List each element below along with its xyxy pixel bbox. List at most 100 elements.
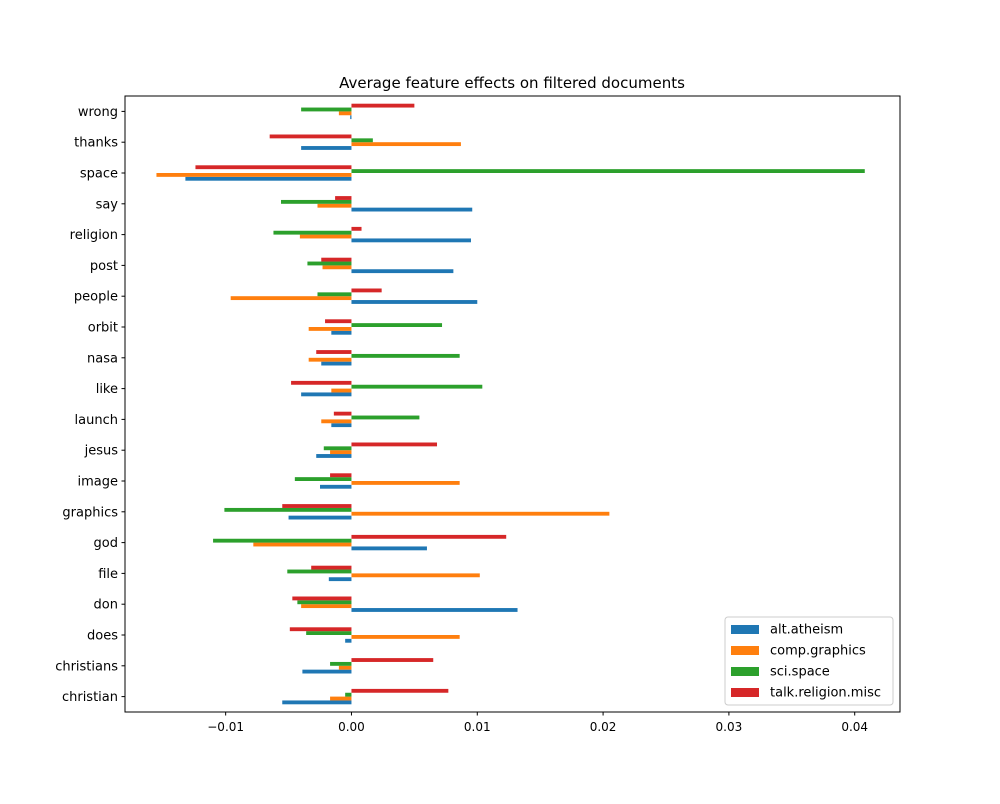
bar-alt-atheism-post (351, 269, 454, 274)
y-tick-label: post (90, 259, 118, 274)
bar-sci-space-image (294, 477, 352, 481)
y-tick-label: thanks (74, 136, 118, 151)
bar-sci-space-religion (273, 230, 352, 235)
bar-talk-religion-misc-thanks (269, 134, 352, 139)
bar-sci-space-orbit (351, 323, 443, 327)
y-axis: christian christians does don file god graphic… (55, 105, 125, 705)
y-tick-label: like (96, 382, 118, 397)
bar-talk-religion-misc-god (351, 534, 507, 539)
bar-comp-graphics-say (317, 203, 352, 208)
bars (156, 103, 865, 705)
legend-swatch (731, 625, 759, 634)
bar-comp-graphics-file (351, 573, 480, 578)
x-tick-label: 0.03 (716, 720, 743, 734)
bar-talk-religion-misc-image (330, 473, 352, 478)
legend-swatch (731, 646, 759, 655)
y-tick-label: does (87, 629, 118, 644)
y-tick-label: don (94, 598, 118, 613)
y-tick-label: space (80, 167, 118, 182)
x-tick-label: 0.01 (464, 720, 491, 734)
bar-comp-graphics-wrong (338, 111, 352, 116)
bar-comp-graphics-launch (321, 419, 352, 424)
bar-comp-graphics-don (301, 604, 352, 609)
y-tick-label: orbit (88, 321, 118, 336)
bar-alt-atheism-god (351, 546, 427, 551)
bar-alt-atheism-nasa (321, 361, 352, 366)
legend-label: alt.atheism (770, 623, 843, 638)
bar-sci-space-post (307, 261, 352, 266)
plot-frame (124, 95, 901, 713)
bar-comp-graphics-christians (338, 665, 352, 670)
chart-title: Average feature effects on filtered docu… (339, 74, 685, 92)
bar-talk-religion-misc-orbit (325, 319, 352, 324)
bar-sci-space-does (306, 631, 352, 635)
y-tick-label: religion (70, 228, 118, 243)
y-tick-label: graphics (62, 505, 118, 520)
bar-talk-religion-misc-nasa (316, 350, 352, 354)
bar-talk-religion-misc-launch (333, 411, 352, 416)
legend-label: comp.graphics (770, 644, 866, 659)
bar-comp-graphics-thanks (351, 142, 461, 147)
bar-alt-atheism-jesus (316, 454, 352, 458)
y-tick-label: say (96, 197, 119, 212)
bar-comp-graphics-jesus (330, 450, 352, 455)
y-tick-label: god (94, 536, 118, 551)
y-tick-label: launch (75, 413, 118, 428)
y-tick-label: jesus (84, 444, 119, 459)
bar-sci-space-people (317, 292, 352, 297)
y-tick-label: wrong (78, 105, 118, 120)
x-tick-label: 0.02 (590, 720, 617, 734)
legend-label: talk.religion.misc (770, 686, 881, 701)
bar-talk-religion-misc-jesus (351, 442, 438, 447)
bar-talk-religion-misc-people (351, 288, 382, 293)
x-tick-label: −0.01 (207, 720, 244, 734)
bar-sci-space-space (351, 169, 865, 173)
y-tick-label: christian (62, 690, 118, 705)
bar-sci-space-nasa (351, 353, 460, 358)
bar-alt-atheism-does (345, 638, 352, 643)
legend-swatch (731, 688, 759, 697)
bar-alt-atheism-don (351, 608, 518, 612)
bar-comp-graphics-orbit (308, 327, 352, 331)
bar-alt-atheism-christians (302, 669, 352, 674)
bar-comp-graphics-post (322, 265, 352, 270)
y-tick-label: christians (55, 659, 118, 674)
bar-sci-space-jesus (323, 446, 352, 451)
bar-comp-graphics-graphics (351, 511, 610, 516)
bar-talk-religion-misc-post (321, 257, 352, 262)
x-tick-label: 0.00 (338, 720, 365, 734)
legend-box (724, 616, 894, 706)
bar-comp-graphics-nasa (308, 357, 352, 362)
bar-comp-graphics-religion (299, 234, 352, 239)
bar-alt-atheism-file (328, 577, 352, 582)
bar-talk-religion-misc-religion (351, 226, 362, 231)
bar-talk-religion-misc-like (291, 380, 352, 385)
bar-alt-atheism-space (185, 176, 352, 181)
bar-talk-religion-misc-say (335, 196, 352, 200)
bar-talk-religion-misc-christians (351, 658, 434, 662)
bar-talk-religion-misc-don (292, 596, 352, 601)
bar-alt-atheism-thanks (301, 146, 352, 150)
bar-sci-space-say (281, 199, 352, 204)
bar-sci-space-graphics (224, 507, 352, 512)
bar-alt-atheism-orbit (331, 330, 352, 335)
bar-sci-space-file (287, 569, 352, 574)
bar-alt-atheism-image (320, 484, 352, 489)
bar-sci-space-like (351, 384, 483, 389)
bar-sci-space-wrong (301, 107, 352, 112)
bar-sci-space-launch (351, 415, 420, 420)
y-tick-label: image (78, 475, 119, 490)
bar-talk-religion-misc-does (289, 627, 352, 632)
bar-alt-atheism-graphics (288, 515, 352, 520)
bar-sci-space-christian (345, 692, 352, 697)
bar-alt-atheism-like (301, 392, 352, 397)
bar-alt-atheism-say (351, 207, 473, 212)
bar-talk-religion-misc-wrong (351, 103, 415, 108)
bar-comp-graphics-christian (330, 696, 352, 701)
bar-alt-atheism-religion (351, 238, 471, 243)
bar-comp-graphics-like (331, 388, 352, 393)
bar-talk-religion-misc-graphics (282, 504, 352, 508)
y-tick-label: file (98, 567, 118, 582)
legend: alt.atheism comp.graphics sci.space talk.re… (724, 616, 894, 706)
